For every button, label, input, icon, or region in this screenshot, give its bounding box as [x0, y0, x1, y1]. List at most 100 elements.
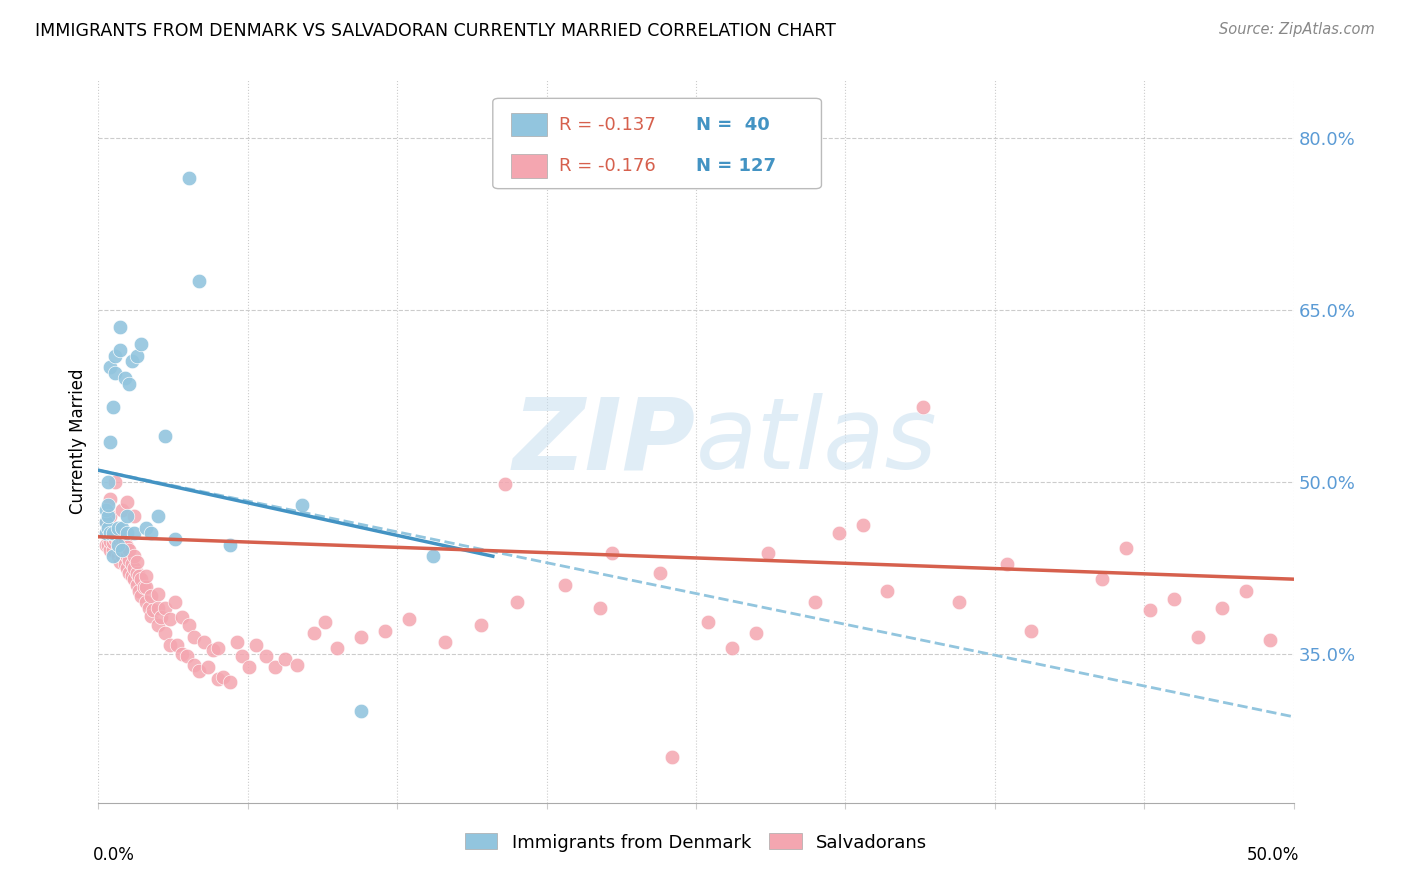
Point: [219, 675, 242, 690]
Point: [97, 520, 120, 534]
Text: ZIP: ZIP: [513, 393, 696, 490]
Point: [155, 429, 177, 443]
Point: [111, 503, 134, 517]
Point: [197, 660, 219, 674]
Point: [131, 590, 153, 604]
Point: [118, 543, 141, 558]
Point: [135, 568, 157, 582]
Point: [97, 509, 120, 524]
Point: [107, 523, 129, 537]
Point: [494, 477, 516, 491]
Point: [94, 515, 117, 529]
Point: [139, 590, 162, 604]
Point: [94, 538, 117, 552]
Point: [226, 635, 249, 649]
Point: [98, 526, 122, 541]
Point: [176, 648, 198, 663]
Point: [1115, 541, 1137, 556]
Point: [124, 526, 146, 541]
Text: 0.0%: 0.0%: [93, 847, 135, 864]
Text: R = -0.176: R = -0.176: [558, 157, 655, 176]
Point: [207, 640, 229, 655]
Point: [98, 543, 122, 558]
Point: [193, 635, 215, 649]
Text: atlas: atlas: [696, 393, 938, 490]
Point: [125, 578, 148, 592]
Point: [107, 520, 129, 534]
Point: [148, 600, 170, 615]
Point: [254, 648, 277, 663]
Point: [187, 274, 209, 288]
Legend: Immigrants from Denmark, Salvadorans: Immigrants from Denmark, Salvadorans: [457, 826, 935, 859]
Text: R = -0.137: R = -0.137: [558, 116, 655, 134]
Point: [108, 534, 131, 549]
Point: [948, 595, 970, 609]
Point: [98, 518, 122, 533]
Text: Source: ZipAtlas.com: Source: ZipAtlas.com: [1219, 22, 1375, 37]
Point: [422, 549, 444, 564]
Point: [98, 359, 122, 374]
Point: [121, 558, 143, 572]
Point: [1234, 583, 1257, 598]
Point: [172, 610, 194, 624]
Point: [131, 572, 153, 586]
Point: [125, 349, 148, 363]
Point: [1258, 632, 1281, 647]
Point: [104, 475, 127, 489]
Point: [149, 610, 172, 624]
Point: [828, 526, 851, 541]
Point: [128, 583, 150, 598]
Point: [506, 595, 529, 609]
Point: [602, 546, 624, 560]
Point: [114, 558, 136, 572]
Point: [434, 635, 457, 649]
Point: [121, 568, 143, 582]
Point: [97, 509, 120, 524]
Point: [107, 538, 129, 552]
Point: [291, 498, 314, 512]
Point: [104, 532, 127, 546]
Point: [97, 498, 120, 512]
Point: [108, 319, 131, 334]
Point: [135, 520, 157, 534]
Point: [326, 640, 349, 655]
Point: [98, 526, 122, 541]
Point: [187, 664, 209, 678]
Point: [142, 603, 165, 617]
Point: [179, 170, 201, 185]
Point: [135, 580, 157, 594]
Point: [148, 509, 170, 524]
Point: [98, 434, 122, 449]
Point: [118, 566, 141, 581]
Point: [115, 495, 138, 509]
Point: [211, 670, 233, 684]
Point: [1163, 591, 1185, 606]
Point: [101, 535, 124, 549]
Point: [124, 549, 146, 564]
Point: [104, 523, 127, 537]
Point: [139, 526, 162, 541]
Point: [1211, 600, 1233, 615]
Point: [101, 526, 124, 541]
Point: [128, 568, 150, 582]
Text: IMMIGRANTS FROM DENMARK VS SALVADORAN CURRENTLY MARRIED CORRELATION CHART: IMMIGRANTS FROM DENMARK VS SALVADORAN CU…: [35, 22, 837, 40]
Bar: [510, 112, 547, 136]
Point: [108, 343, 131, 357]
Point: [131, 337, 153, 351]
Point: [115, 509, 138, 524]
Point: [94, 515, 117, 529]
Point: [97, 475, 120, 489]
Point: [124, 509, 146, 524]
Point: [125, 566, 148, 581]
Point: [219, 538, 242, 552]
Point: [101, 400, 124, 414]
Point: [94, 503, 117, 517]
Point: [114, 535, 136, 549]
Point: [1091, 572, 1114, 586]
Point: [104, 349, 127, 363]
Point: [1019, 624, 1042, 638]
Point: [911, 400, 934, 414]
Point: [554, 578, 576, 592]
Point: [115, 540, 138, 554]
Text: N =  40: N = 40: [696, 116, 769, 134]
